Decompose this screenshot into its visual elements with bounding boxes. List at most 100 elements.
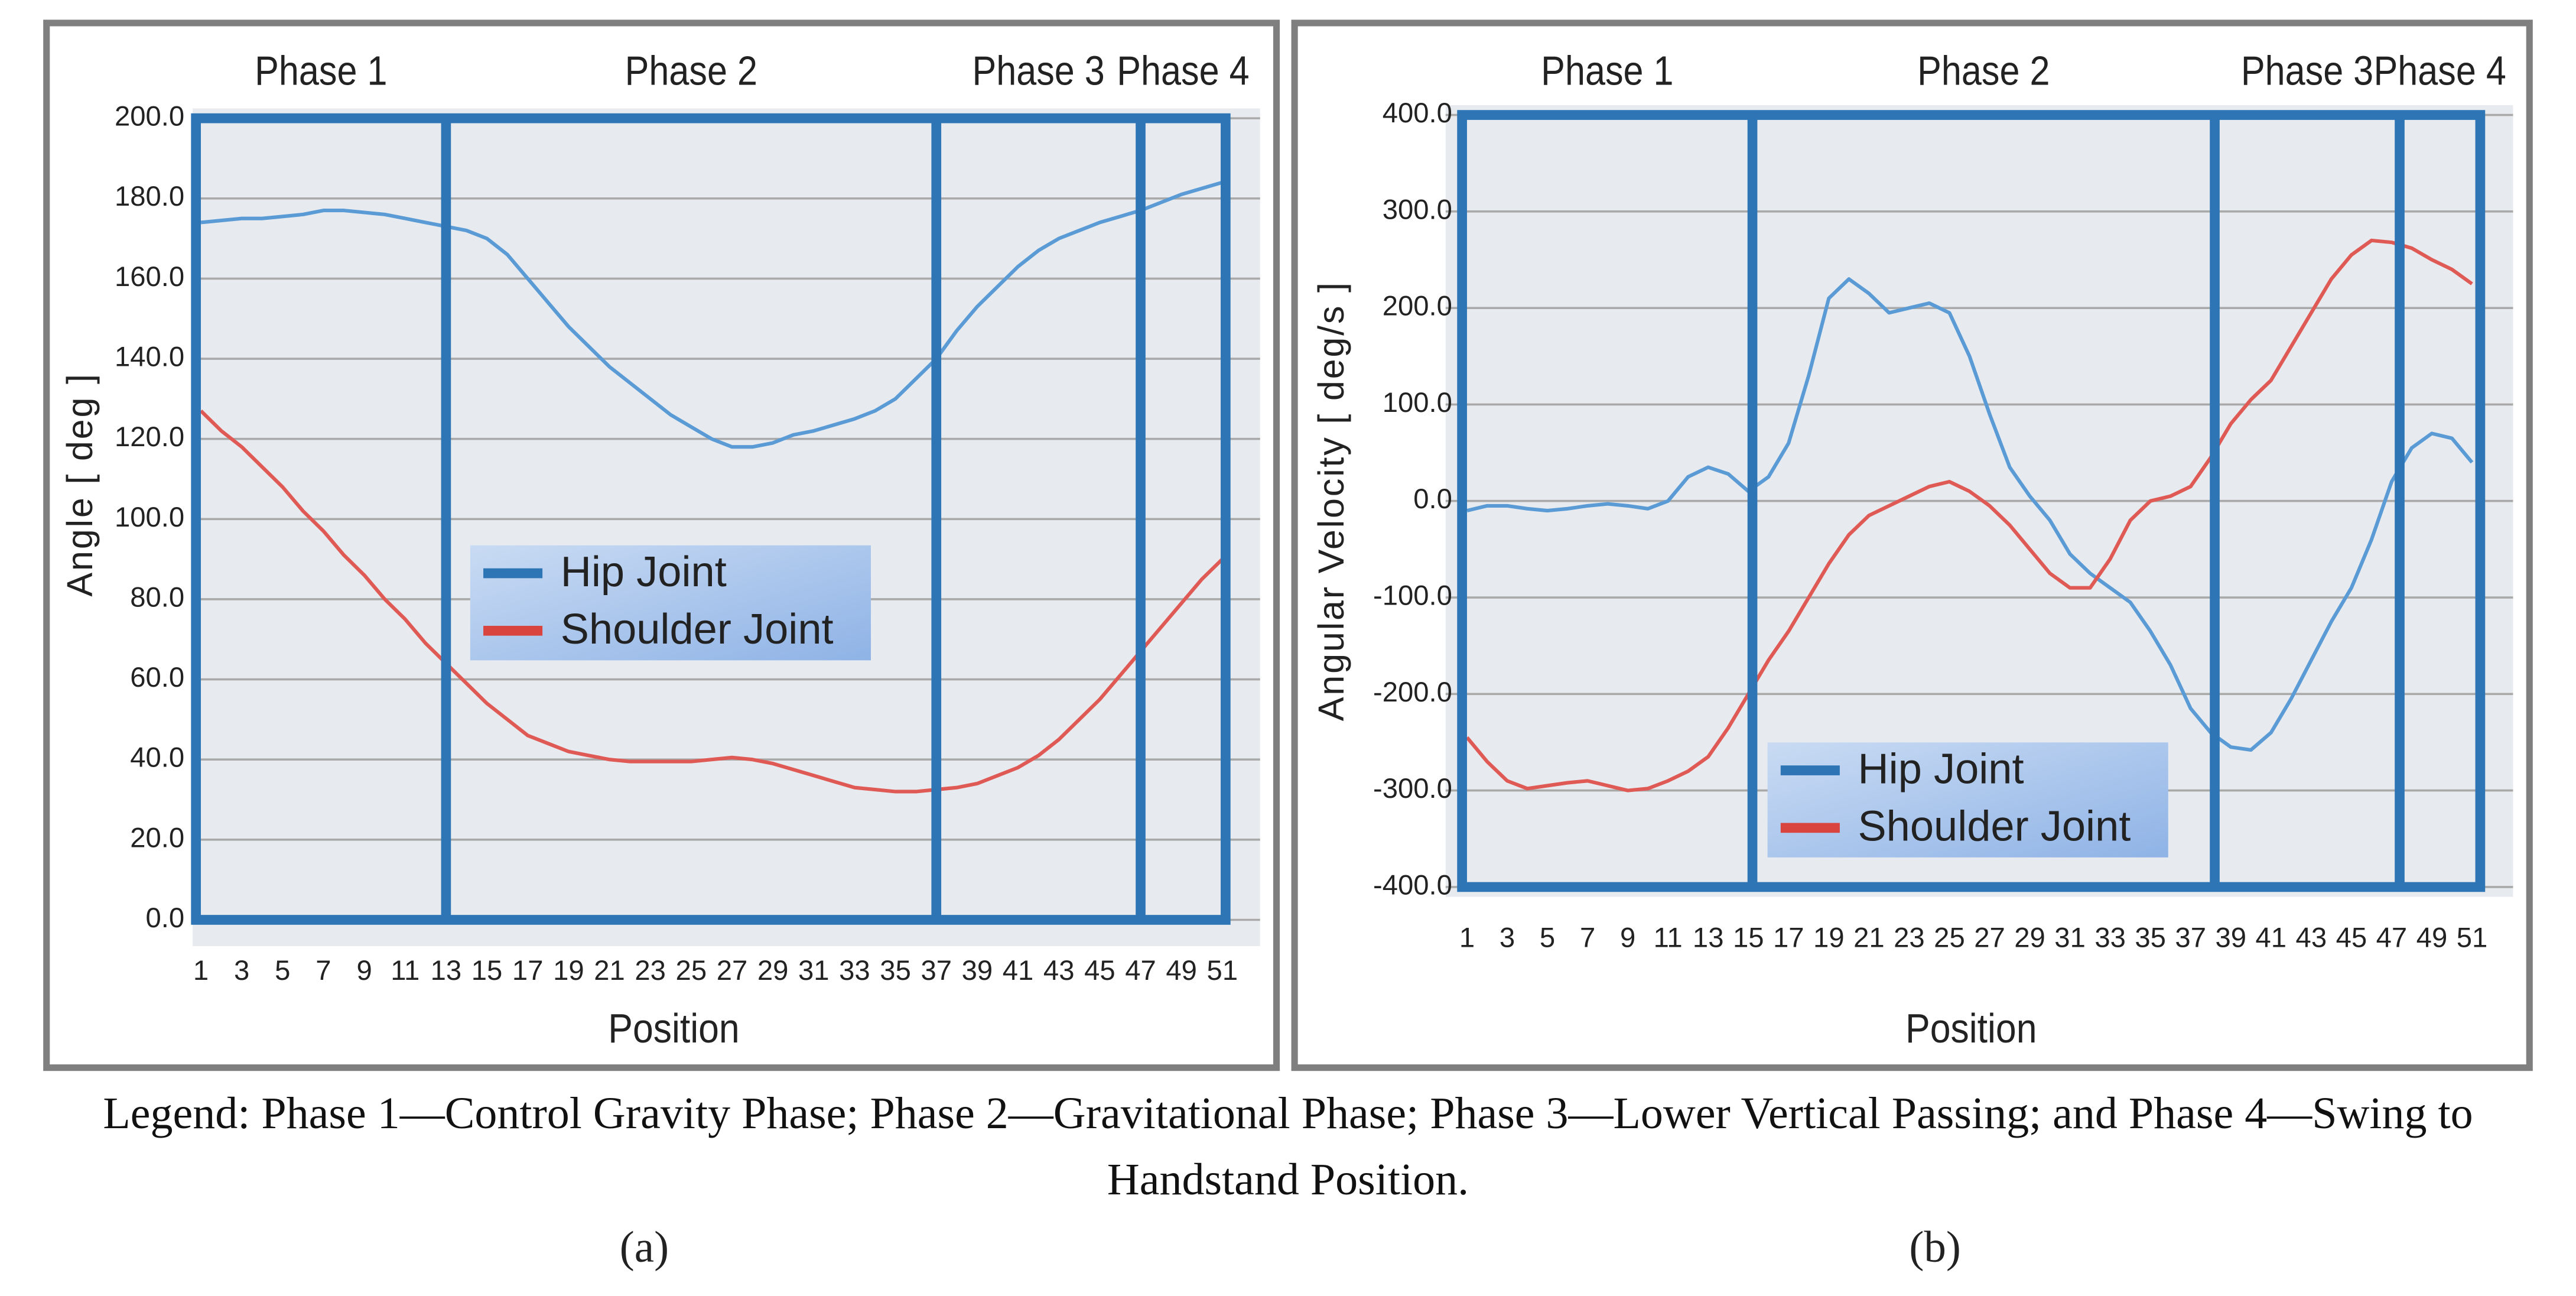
y-tick-label: 300.0 (1383, 194, 1452, 225)
x-tick-label: 23 (635, 955, 666, 986)
x-axis-label: Position (1905, 1006, 2037, 1052)
figure-caption: Legend: Phase 1—Control Gravity Phase; P… (103, 1089, 2473, 1204)
x-tick-label: 11 (391, 955, 419, 986)
x-tick-label: 43 (2296, 922, 2327, 953)
y-tick-label: 80.0 (130, 582, 184, 613)
x-tick-label: 19 (1813, 922, 1845, 953)
x-tick-label: 35 (2135, 922, 2166, 953)
legend-label: Shoulder Joint (1858, 803, 2131, 850)
y-tick-label: 100.0 (1383, 387, 1452, 418)
series-line (1466, 277, 2474, 752)
phase-label: Phase 2 (625, 48, 757, 94)
x-tick-label: 47 (1125, 955, 1156, 986)
legend-swatch (483, 568, 543, 579)
chart-panel: 0.0 20.0 40.0 60.0 80.0 100.0 120.0 140.0 160.0 1… (43, 20, 1280, 1272)
phase-label: Phase 4 (2374, 48, 2506, 94)
x-tick-label: 15 (471, 955, 503, 986)
phase-label: Phase 3 (2241, 48, 2373, 94)
x-tick-label: 13 (431, 955, 462, 986)
phase-label: Phase 2 (1917, 48, 2050, 94)
y-tick-label: 160.0 (115, 261, 184, 293)
x-tick-label: 45 (2336, 922, 2367, 953)
legend-label: Hip Joint (561, 548, 727, 596)
y-tick-label: -300.0 (1373, 773, 1452, 804)
legend-swatch (483, 625, 543, 636)
x-tick-label: 45 (1084, 955, 1115, 986)
phase-label: Phase 4 (1117, 48, 1249, 94)
y-tick-label: 0.0 (146, 902, 185, 934)
y-tick-label: 100.0 (115, 502, 184, 533)
phase-frame (191, 113, 1231, 925)
x-tick-label: 33 (2094, 922, 2126, 953)
phase-label: Phase 1 (255, 48, 387, 94)
x-tick-label: 43 (1043, 955, 1075, 986)
y-tick-label: -400.0 (1373, 869, 1452, 901)
series-line (199, 410, 1224, 794)
x-tick-label: 1 (193, 955, 209, 986)
y-tick-label: -200.0 (1373, 677, 1452, 708)
x-tick-label: 1 (1459, 922, 1475, 953)
x-tick-label: 29 (2014, 922, 2045, 953)
x-tick-label: 7 (1580, 922, 1595, 953)
x-tick-label: 5 (1540, 922, 1555, 953)
x-tick-label: 33 (839, 955, 870, 986)
x-tick-label: 5 (275, 955, 290, 986)
chart-panel: -400.0 -300.0 -200.0 -100.0 0.0 100.0 200.0 300… (1291, 20, 2533, 1272)
x-tick-label: 41 (2256, 922, 2287, 953)
x-tick-label: 27 (1974, 922, 2005, 953)
x-tick-label: 47 (2376, 922, 2408, 953)
x-tick-label: 37 (2175, 922, 2206, 953)
x-tick-label: 31 (798, 955, 830, 986)
y-tick-label: 180.0 (115, 181, 184, 212)
series-line (200, 180, 1223, 449)
x-tick-label: 35 (880, 955, 911, 986)
y-tick-label: 20.0 (130, 822, 184, 853)
x-tick-label: 37 (921, 955, 952, 986)
x-tick-label: 11 (1654, 922, 1683, 953)
x-tick-label: 25 (1934, 922, 1965, 953)
y-tick-label: -100.0 (1373, 580, 1452, 612)
y-tick-label: 0.0 (1413, 483, 1452, 515)
y-tick-label: 40.0 (130, 742, 184, 774)
x-tick-label: 49 (2416, 922, 2448, 953)
legend-label: Shoulder Joint (561, 606, 834, 653)
x-tick-label: 3 (1500, 922, 1515, 953)
y-tick-label: 140.0 (115, 342, 184, 373)
x-tick-label: 17 (512, 955, 544, 986)
phase-frame (1457, 110, 2486, 892)
x-tick-label: 39 (962, 955, 993, 986)
panel-label: (a) (620, 1223, 669, 1272)
legend-swatch (1780, 823, 1840, 833)
x-tick-label: 3 (234, 955, 249, 986)
x-tick-label: 51 (1207, 955, 1238, 986)
legend-swatch (1780, 765, 1840, 775)
panel-label: (b) (1909, 1223, 1961, 1272)
x-tick-label: 13 (1693, 922, 1724, 953)
y-tick-label: 400.0 (1383, 98, 1452, 129)
y-axis-label: Angular Velocity [ deg/s ] (1311, 281, 1351, 721)
y-tick-label: 60.0 (130, 662, 184, 693)
legend-box (470, 545, 871, 661)
y-tick-label: 200.0 (1383, 291, 1452, 322)
x-axis-label: Position (608, 1006, 739, 1052)
x-tick-label: 25 (676, 955, 707, 986)
phase-label: Phase 3 (972, 48, 1104, 94)
x-tick-label: 19 (553, 955, 584, 986)
x-tick-label: 49 (1166, 955, 1197, 986)
y-axis-label: Angle [ deg ] (60, 372, 100, 596)
y-tick-label: 120.0 (115, 421, 184, 453)
series-line (1465, 238, 2473, 792)
x-tick-label: 9 (1620, 922, 1635, 953)
phase-label: Phase 1 (1541, 48, 1673, 94)
x-tick-label: 29 (757, 955, 789, 986)
x-tick-label: 9 (356, 955, 372, 986)
x-tick-label: 31 (2054, 922, 2086, 953)
legend-label: Hip Joint (1858, 745, 2024, 792)
x-tick-label: 21 (594, 955, 625, 986)
x-tick-label: 15 (1733, 922, 1764, 953)
x-tick-label: 7 (316, 955, 331, 986)
plot-background (193, 108, 1260, 946)
x-tick-label: 51 (2457, 922, 2488, 953)
